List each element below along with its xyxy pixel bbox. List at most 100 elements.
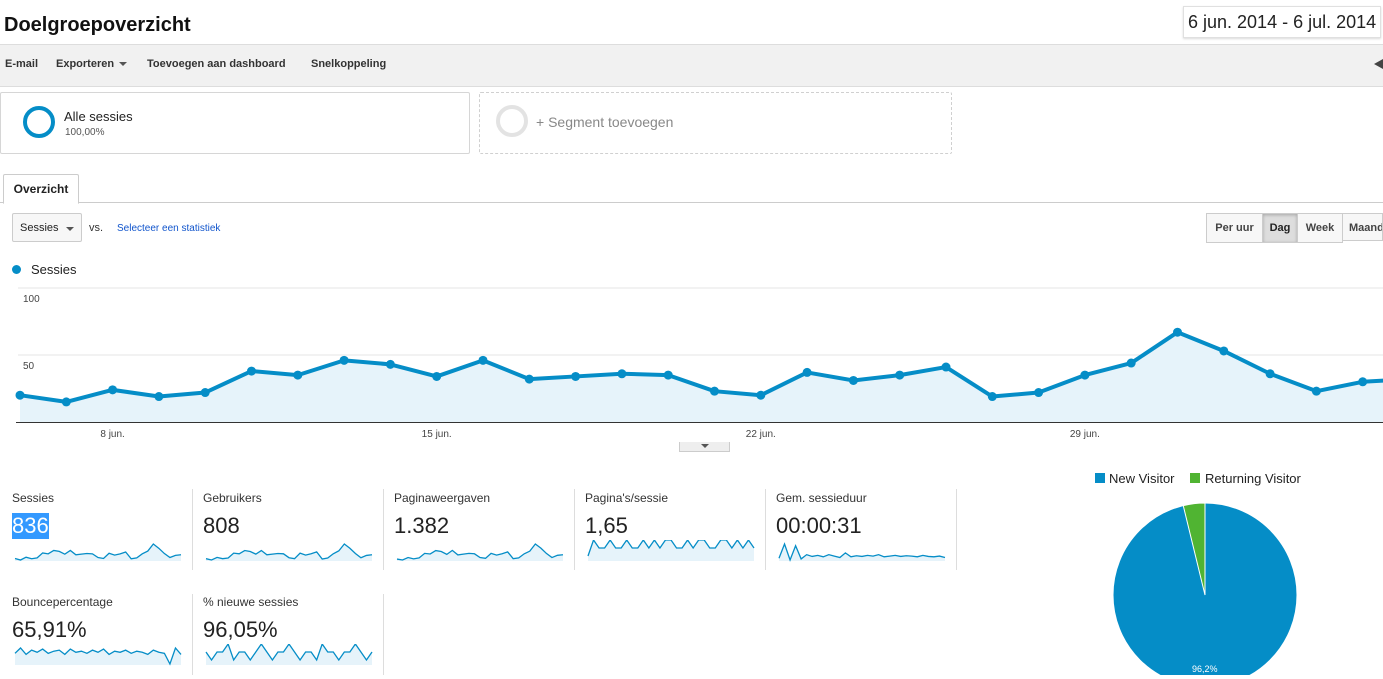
sparkline-line [14, 543, 182, 561]
metric-card-pagina-s-sessie[interactable]: Pagina's/sessie 1,65 [585, 491, 755, 575]
data-point[interactable] [617, 369, 627, 379]
metric-label: Sessies [12, 491, 55, 505]
tab-bar-divider [0, 202, 1383, 203]
data-point[interactable] [15, 390, 25, 400]
empty-segment-ring-icon [496, 105, 528, 137]
period-day-button[interactable]: Dag [1262, 213, 1298, 243]
sparkline [587, 540, 755, 561]
date-range-picker[interactable]: 6 jun. 2014 - 6 jul. 2014 [1183, 6, 1382, 38]
data-point[interactable] [663, 370, 673, 380]
tab-overview[interactable]: Overzicht [3, 174, 79, 204]
metric-card-sessies[interactable]: Sessies 836 [12, 491, 182, 575]
collapse-arrow-icon[interactable] [1374, 59, 1383, 69]
metric-value: 808 [203, 513, 240, 538]
page-title: Doelgroepoverzicht [4, 14, 191, 36]
data-point[interactable] [200, 388, 210, 398]
metric-card-gebruikers[interactable]: Gebruikers 808 [203, 491, 373, 575]
period-hour-button[interactable]: Per uur [1206, 213, 1263, 243]
sparkline-line [205, 644, 373, 662]
sparkline-fill [397, 544, 563, 561]
data-point[interactable] [524, 374, 534, 384]
add-to-dashboard-button[interactable]: Toevoegen aan dashboard [147, 58, 286, 70]
metric-card--nieuwe-sessies[interactable]: % nieuwe sessies 96,05% [203, 595, 373, 679]
metric-value: 65,91% [12, 617, 87, 642]
metric-value: 00:00:31 [776, 513, 862, 538]
add-segment-button[interactable]: + Segment toevoegen [479, 92, 952, 154]
metric-card-bouncepercentage[interactable]: Bouncepercentage 65,91% [12, 595, 182, 679]
data-point[interactable] [478, 355, 488, 365]
data-point[interactable] [1358, 377, 1368, 387]
sparkline-fill [206, 644, 372, 665]
data-point[interactable] [1173, 327, 1182, 337]
data-point[interactable] [339, 355, 349, 365]
data-point[interactable] [1219, 346, 1229, 356]
x-tick-label: 15 jun. [422, 429, 452, 440]
sparkline [14, 543, 182, 561]
data-point[interactable] [1080, 370, 1090, 380]
sparkline-line [14, 646, 182, 666]
sparkline-line [205, 543, 373, 561]
segment-percentage: 100,00% [65, 127, 105, 138]
vs-label: vs. [89, 222, 104, 234]
data-point[interactable] [895, 370, 905, 380]
metric-divider [192, 489, 193, 570]
metric-card-paginaweergaven[interactable]: Paginaweergaven 1.382 [394, 491, 564, 575]
sparkline-fill [779, 544, 945, 561]
export-button[interactable]: Exporteren [56, 58, 128, 70]
series-area-fill [20, 332, 1383, 422]
metric-value: 1,65 [585, 513, 628, 538]
metric-divider [765, 489, 766, 570]
data-point[interactable] [247, 366, 256, 376]
y-tick-label: 50 [23, 361, 35, 372]
data-point[interactable] [1034, 388, 1044, 398]
metric-dropdown[interactable]: Sessies [12, 213, 82, 242]
returning-visitor-legend-swatch [1190, 473, 1200, 483]
data-point[interactable] [987, 392, 997, 402]
shortcut-button[interactable]: Snelkoppeling [311, 58, 387, 70]
data-point[interactable] [432, 371, 442, 381]
period-month-button[interactable]: Maand [1342, 213, 1383, 241]
x-tick-label: 22 jun. [746, 429, 776, 440]
metric-label: Gem. sessieduur [776, 491, 867, 505]
segment-card-all-sessions[interactable]: Alle sessies 100,00% [0, 92, 470, 154]
toolbar: E-mail Exporteren Toevoegen aan dashboar… [0, 44, 1383, 87]
metric-divider [956, 489, 957, 570]
sparkline-fill [15, 544, 181, 561]
metric-label: Paginaweergaven [394, 491, 491, 505]
data-point[interactable] [293, 370, 303, 380]
export-label: Exporteren [56, 58, 115, 70]
data-point[interactable] [154, 392, 164, 402]
data-point[interactable] [385, 359, 395, 369]
y-tick-label: 100 [23, 294, 40, 305]
new-visitor-legend-label: New Visitor [1109, 471, 1175, 486]
email-button[interactable]: E-mail [5, 58, 39, 70]
metric-divider [574, 489, 575, 570]
sparkline-fill [206, 544, 372, 561]
data-point[interactable] [1126, 358, 1136, 368]
data-point[interactable] [941, 362, 951, 372]
sparkline [205, 644, 373, 665]
metric-value: 1.382 [394, 513, 450, 538]
metric-label: % nieuwe sessies [203, 595, 299, 609]
data-point[interactable] [802, 367, 812, 377]
metric-label: Gebruikers [203, 491, 262, 505]
chevron-down-icon [66, 227, 74, 231]
data-point[interactable] [1265, 369, 1275, 379]
data-point[interactable] [1311, 386, 1321, 396]
period-week-button[interactable]: Week [1297, 213, 1343, 243]
pie-slice-returning-visitor[interactable] [1182, 502, 1206, 596]
metric-card-gem-sessieduur[interactable]: Gem. sessieduur 00:00:31 [776, 491, 946, 575]
series-legend-dot [12, 265, 21, 274]
chart-resize-handle[interactable] [679, 442, 730, 452]
metric-divider [192, 594, 193, 675]
sparkline-line [587, 540, 755, 557]
data-point[interactable] [710, 386, 719, 396]
data-point[interactable] [61, 397, 71, 407]
pie-percentage-label: 96,2% [1192, 664, 1218, 674]
data-point[interactable] [848, 375, 858, 385]
data-point[interactable] [756, 390, 766, 400]
data-point[interactable] [571, 371, 581, 381]
data-point[interactable] [108, 385, 118, 395]
select-statistic-link[interactable]: Selecteer een statistiek [117, 223, 221, 234]
series-legend-label: Sessies [31, 262, 77, 277]
